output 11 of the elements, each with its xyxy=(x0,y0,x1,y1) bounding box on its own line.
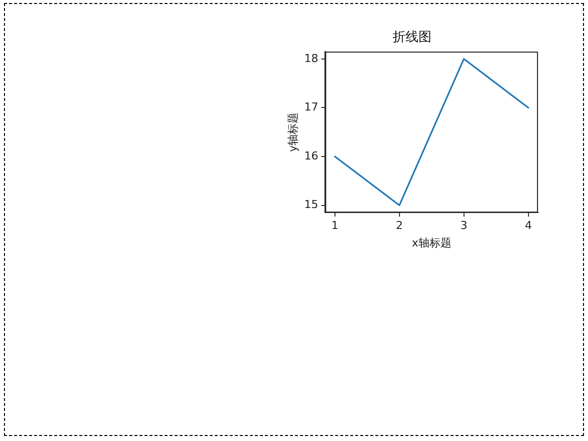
x-axis-title: x轴标题 xyxy=(412,236,452,250)
chart-title: 折线图 xyxy=(392,30,432,46)
y-tick-label: 16 xyxy=(304,149,318,162)
x-tick-label: 1 xyxy=(331,219,338,232)
y-tick-label: 15 xyxy=(304,198,318,212)
y-tick-label: 17 xyxy=(304,100,318,114)
x-tick-label: 2 xyxy=(396,219,403,232)
y-axis-title: y轴标题 xyxy=(286,112,300,152)
x-tick-label: 3 xyxy=(460,219,468,232)
x-tick-label: 4 xyxy=(524,219,532,232)
y-tick-label: 18 xyxy=(304,52,318,65)
